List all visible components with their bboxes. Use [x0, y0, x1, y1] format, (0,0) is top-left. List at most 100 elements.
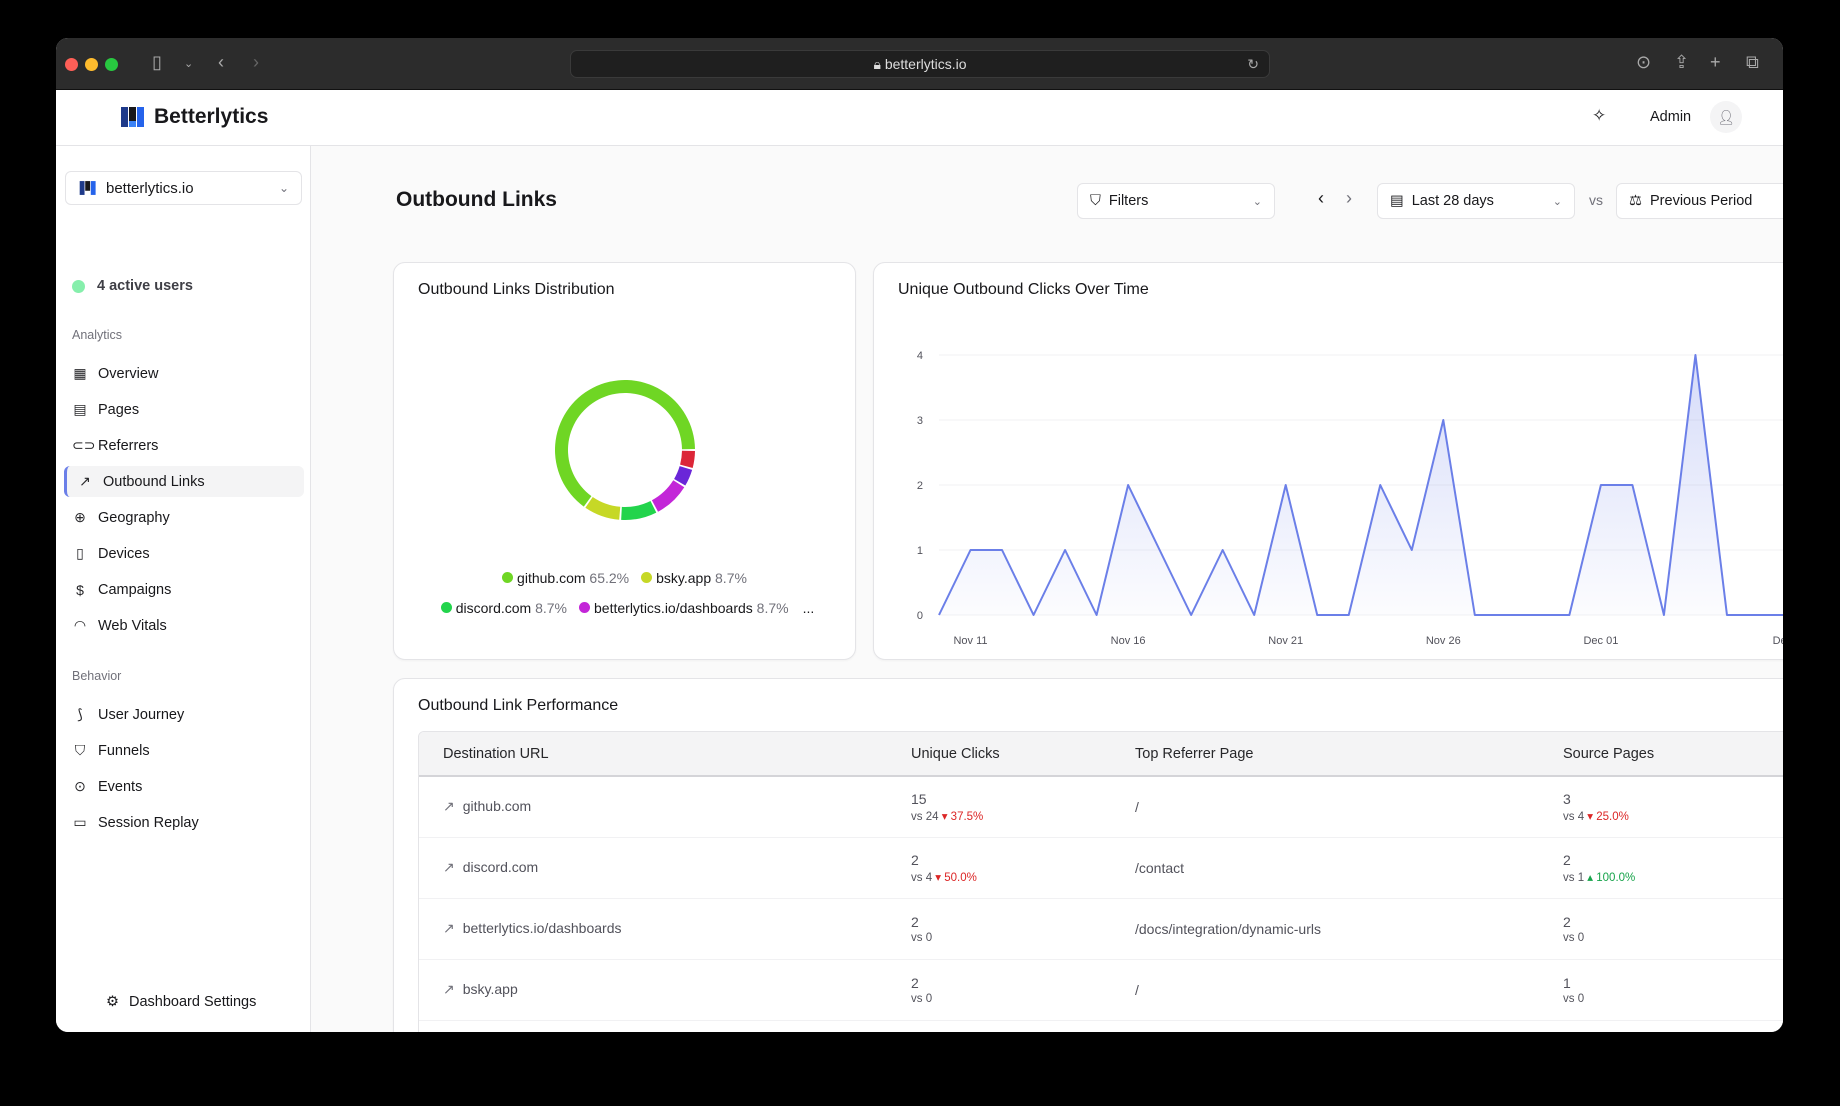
table-row[interactable]: ↗ discord.com 2 vs 4 ▾ 50.0% /contact 2 vs …	[419, 837, 1783, 899]
data-point[interactable]	[1092, 610, 1102, 620]
data-point[interactable]	[1501, 610, 1511, 620]
legend-item[interactable]: discord.com 8.7%	[440, 600, 567, 616]
data-point[interactable]	[1438, 415, 1448, 425]
data-point[interactable]	[1344, 610, 1354, 620]
sidebar-item-session-replay[interactable]: ▭ Session Replay	[64, 807, 304, 838]
data-point[interactable]	[1627, 480, 1637, 490]
data-point[interactable]	[1564, 610, 1574, 620]
gear-icon: ⚙	[106, 994, 119, 1010]
sidebar-item-label: Pages	[98, 401, 140, 418]
table-row[interactable]: ↗github.com/betterlytics/betterlytics 1v…	[419, 1020, 1783, 1032]
sidebar-item-geography[interactable]: ⊕ Geography	[64, 502, 304, 533]
next-period-arrow[interactable]: ›	[1346, 188, 1352, 208]
app-header: Betterlytics ✧ Admin 👤︎	[56, 90, 1783, 146]
data-point[interactable]	[966, 545, 976, 555]
table-row[interactable]: ↗ bsky.app 2 vs 0 / 1 vs 0	[419, 959, 1783, 1021]
tabs-overview-icon[interactable]: ⧉	[1746, 52, 1759, 72]
address-bar[interactable]: 🔒︎ betterlytics.io ↻	[570, 50, 1270, 78]
sidebar-item-pages[interactable]: ▤ Pages	[64, 394, 304, 425]
share-icon[interactable]: ⇪	[1674, 52, 1690, 72]
sidebar-item-user-journey[interactable]: ⟆ User Journey	[64, 699, 304, 730]
compare-period-select[interactable]: ⚖Previous Period⌄	[1616, 183, 1783, 219]
maximize-window-button[interactable]	[105, 58, 118, 71]
sidebar-item-funnels[interactable]: ⛉ Funnels	[64, 735, 304, 766]
column-source-pages[interactable]: Source Pages	[1563, 732, 1783, 777]
sidebar-toggle-icon[interactable]: ▯	[152, 52, 162, 72]
table-row[interactable]: ↗ github.com 15 vs 24 ▾ 37.5% / 3 vs 4 ▾ 25…	[419, 776, 1783, 838]
site-selector[interactable]: betterlytics.io ⌄	[65, 171, 302, 205]
data-point[interactable]	[1218, 545, 1228, 555]
sidebar-item-web-vitals[interactable]: ◠ Web Vitals	[64, 610, 304, 641]
data-point[interactable]	[1186, 610, 1196, 620]
data-point[interactable]	[934, 610, 944, 620]
date-range-picker[interactable]: ▤ Last 28 days ⌄	[1377, 183, 1575, 219]
sparkle-icon[interactable]: ✧	[1592, 106, 1607, 125]
sidebar-item-outbound-links[interactable]: ↗ Outbound Links	[64, 466, 304, 497]
donut-slice[interactable]	[674, 466, 693, 486]
data-point[interactable]	[1375, 480, 1385, 490]
external-link-icon[interactable]: ↗	[443, 859, 455, 875]
data-point[interactable]	[1029, 610, 1039, 620]
data-point[interactable]	[997, 545, 1007, 555]
external-link-icon[interactable]: ↗	[443, 981, 455, 997]
column-top-referrer[interactable]: Top Referrer Page	[1135, 732, 1563, 777]
brand-logo[interactable]: Betterlytics	[120, 104, 268, 130]
external-link-icon[interactable]: ↗	[443, 798, 455, 815]
back-icon[interactable]: ‹	[218, 52, 224, 72]
data-point[interactable]	[1470, 610, 1480, 620]
clicks-previous: vs 0	[911, 992, 933, 1005]
sidebar-item-campaigns[interactable]: $ Campaigns	[64, 574, 304, 605]
sidebar-item-devices[interactable]: ▯ Devices	[64, 538, 304, 569]
donut-slice-betterlytics-io-dashboards[interactable]	[651, 480, 685, 512]
destination-url[interactable]: discord.com	[462, 859, 539, 875]
destination-url[interactable]: bsky.app	[462, 981, 518, 997]
download-icon[interactable]: ⊙	[1636, 52, 1652, 72]
destination-url[interactable]: github.com	[462, 798, 532, 815]
data-point[interactable]	[1249, 610, 1259, 620]
data-point[interactable]	[1753, 610, 1763, 620]
chevron-down-icon[interactable]: ⌄	[184, 58, 194, 70]
donut-slice-bsky-app[interactable]	[585, 496, 621, 520]
previous-period-arrow[interactable]: ‹	[1318, 188, 1324, 208]
new-tab-icon[interactable]: +	[1710, 52, 1721, 72]
data-point[interactable]	[1407, 545, 1417, 555]
sidebar-item-events[interactable]: ⊙ Events	[64, 771, 304, 802]
data-point[interactable]	[1596, 480, 1606, 490]
legend-swatch	[440, 602, 452, 613]
close-window-button[interactable]	[65, 58, 78, 71]
donut-slice[interactable]	[680, 450, 695, 468]
legend-item[interactable]: github.com 65.2%	[502, 570, 629, 586]
sidebar-item-overview[interactable]: ▦ Overview	[64, 358, 304, 389]
data-point[interactable]	[1060, 545, 1070, 555]
avatar[interactable]: 👤︎	[1710, 101, 1742, 133]
data-point[interactable]	[1123, 480, 1133, 490]
reload-icon[interactable]: ↻	[1247, 56, 1259, 72]
legend-swatch	[579, 602, 591, 613]
page-title: Outbound Links	[396, 188, 557, 211]
data-point[interactable]	[1659, 610, 1669, 620]
destination-url[interactable]: betterlytics.io/dashboards	[462, 920, 622, 936]
column-destination[interactable]: Destination URL	[419, 732, 911, 777]
legend-more-button[interactable]: ...	[802, 600, 815, 616]
sidebar-item-label: Geography	[98, 509, 170, 526]
legend-item[interactable]: betterlytics.io/dashboards 8.7%	[579, 600, 789, 616]
column-unique-clicks[interactable]: Unique Clicks	[911, 732, 1135, 777]
data-point[interactable]	[1722, 610, 1732, 620]
user-name[interactable]: Admin	[1650, 109, 1692, 125]
dashboard-settings-link[interactable]: ⚙ Dashboard Settings	[106, 994, 256, 1010]
forward-icon[interactable]: ›	[253, 52, 259, 72]
table-row[interactable]: ↗ betterlytics.io/dashboards 2 vs 0 /docs/…	[419, 898, 1783, 960]
top-referrer: /docs/integration/custom-events	[1135, 1020, 1563, 1032]
external-link-icon[interactable]: ↗	[443, 920, 455, 936]
data-point[interactable]	[1281, 480, 1291, 490]
sidebar-item-referrers[interactable]: ⊂⊃ Referrers	[64, 430, 304, 461]
data-point[interactable]	[1312, 610, 1322, 620]
data-point[interactable]	[1155, 545, 1165, 555]
filters-button[interactable]: ⛉ Filters ⌄	[1077, 183, 1275, 219]
x-tick-label: Nov 26	[1426, 635, 1461, 647]
data-point[interactable]	[1533, 610, 1543, 620]
legend-item[interactable]: bsky.app 8.7%	[641, 570, 747, 586]
data-point[interactable]	[1690, 350, 1700, 360]
donut-slice-discord-com[interactable]	[621, 500, 657, 520]
minimize-window-button[interactable]	[85, 58, 98, 71]
